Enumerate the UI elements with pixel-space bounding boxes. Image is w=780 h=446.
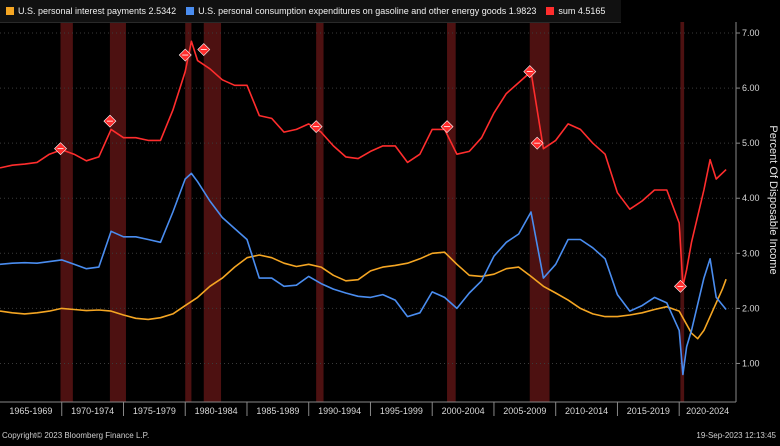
x-tick-label-10: 2015-2019: [627, 406, 670, 416]
y-tick-label-5: 6.00: [742, 83, 760, 93]
recession-markers: [54, 43, 687, 293]
recession-bands: [60, 22, 685, 402]
series-lines: [0, 40, 727, 376]
legend-label-1: U.S. personal consumption expenditures o…: [198, 6, 537, 16]
legend-swatch-0: [6, 7, 14, 15]
legend-label-2: sum 4.5165: [558, 6, 606, 16]
recession-band-0: [60, 22, 73, 402]
copyright-text: Copyright© 2023 Bloomberg Finance L.P.: [2, 431, 150, 440]
legend-swatch-1: [186, 7, 195, 15]
legend-swatch-2: [546, 7, 555, 15]
x-tick-label-7: 2000-2004: [442, 406, 485, 416]
x-tick-label-3: 1980-1984: [195, 406, 238, 416]
y-tick-label-2: 3.00: [742, 248, 760, 258]
series-line-0: [0, 251, 727, 340]
recession-band-1: [109, 22, 126, 402]
x-tick-label-4: 1985-1989: [256, 406, 299, 416]
legend-entry-2: sum 4.5165: [546, 6, 605, 16]
recession-band-6: [529, 22, 550, 402]
y-axis-title: Percent Of Disposable Income: [767, 125, 779, 274]
y-tick-label-1: 2.00: [742, 303, 760, 313]
recession-band-5: [447, 22, 456, 402]
y-axis: 1.00 2.00 3.00 4.00 5.00 6.00 7.00: [735, 22, 760, 402]
legend-entry-0: U.S. personal interest payments 2.5342: [6, 6, 176, 16]
recession-band-2: [185, 22, 192, 402]
y-tick-label-0: 1.00: [742, 358, 760, 368]
x-tick-label-1: 1970-1974: [71, 406, 114, 416]
x-axis: 1965-1969 1970-1974 1975-1979 1980-1984 1985…: [0, 401, 736, 416]
x-tick-label-5: 1990-1994: [318, 406, 361, 416]
gridlines: [0, 32, 736, 364]
x-tick-label-11: 2020-2024: [686, 406, 729, 416]
chart-legend: U.S. personal interest payments 2.5342 U.…: [0, 0, 622, 23]
timestamp-text: 19-Sep-2023 12:13:45: [696, 431, 776, 440]
series-line-1: [0, 172, 727, 376]
recession-band-4: [316, 22, 324, 402]
y-tick-label-4: 5.00: [742, 138, 760, 148]
x-tick-label-2: 1975-1979: [133, 406, 176, 416]
recession-band-3: [203, 22, 222, 402]
legend-label-0: U.S. personal interest payments 2.5342: [18, 6, 177, 16]
x-tick-label-8: 2005-2009: [503, 406, 546, 416]
series-line-2: [0, 40, 727, 288]
x-tick-label-0: 1965-1969: [9, 406, 52, 416]
x-tick-label-6: 1995-1999: [380, 406, 423, 416]
recession-band-7: [680, 22, 685, 402]
y-tick-label-6: 7.00: [742, 28, 760, 38]
y-tick-label-3: 4.00: [742, 193, 760, 203]
legend-entry-1: U.S. personal consumption expenditures o…: [186, 6, 536, 16]
x-tick-label-9: 2010-2014: [565, 406, 608, 416]
